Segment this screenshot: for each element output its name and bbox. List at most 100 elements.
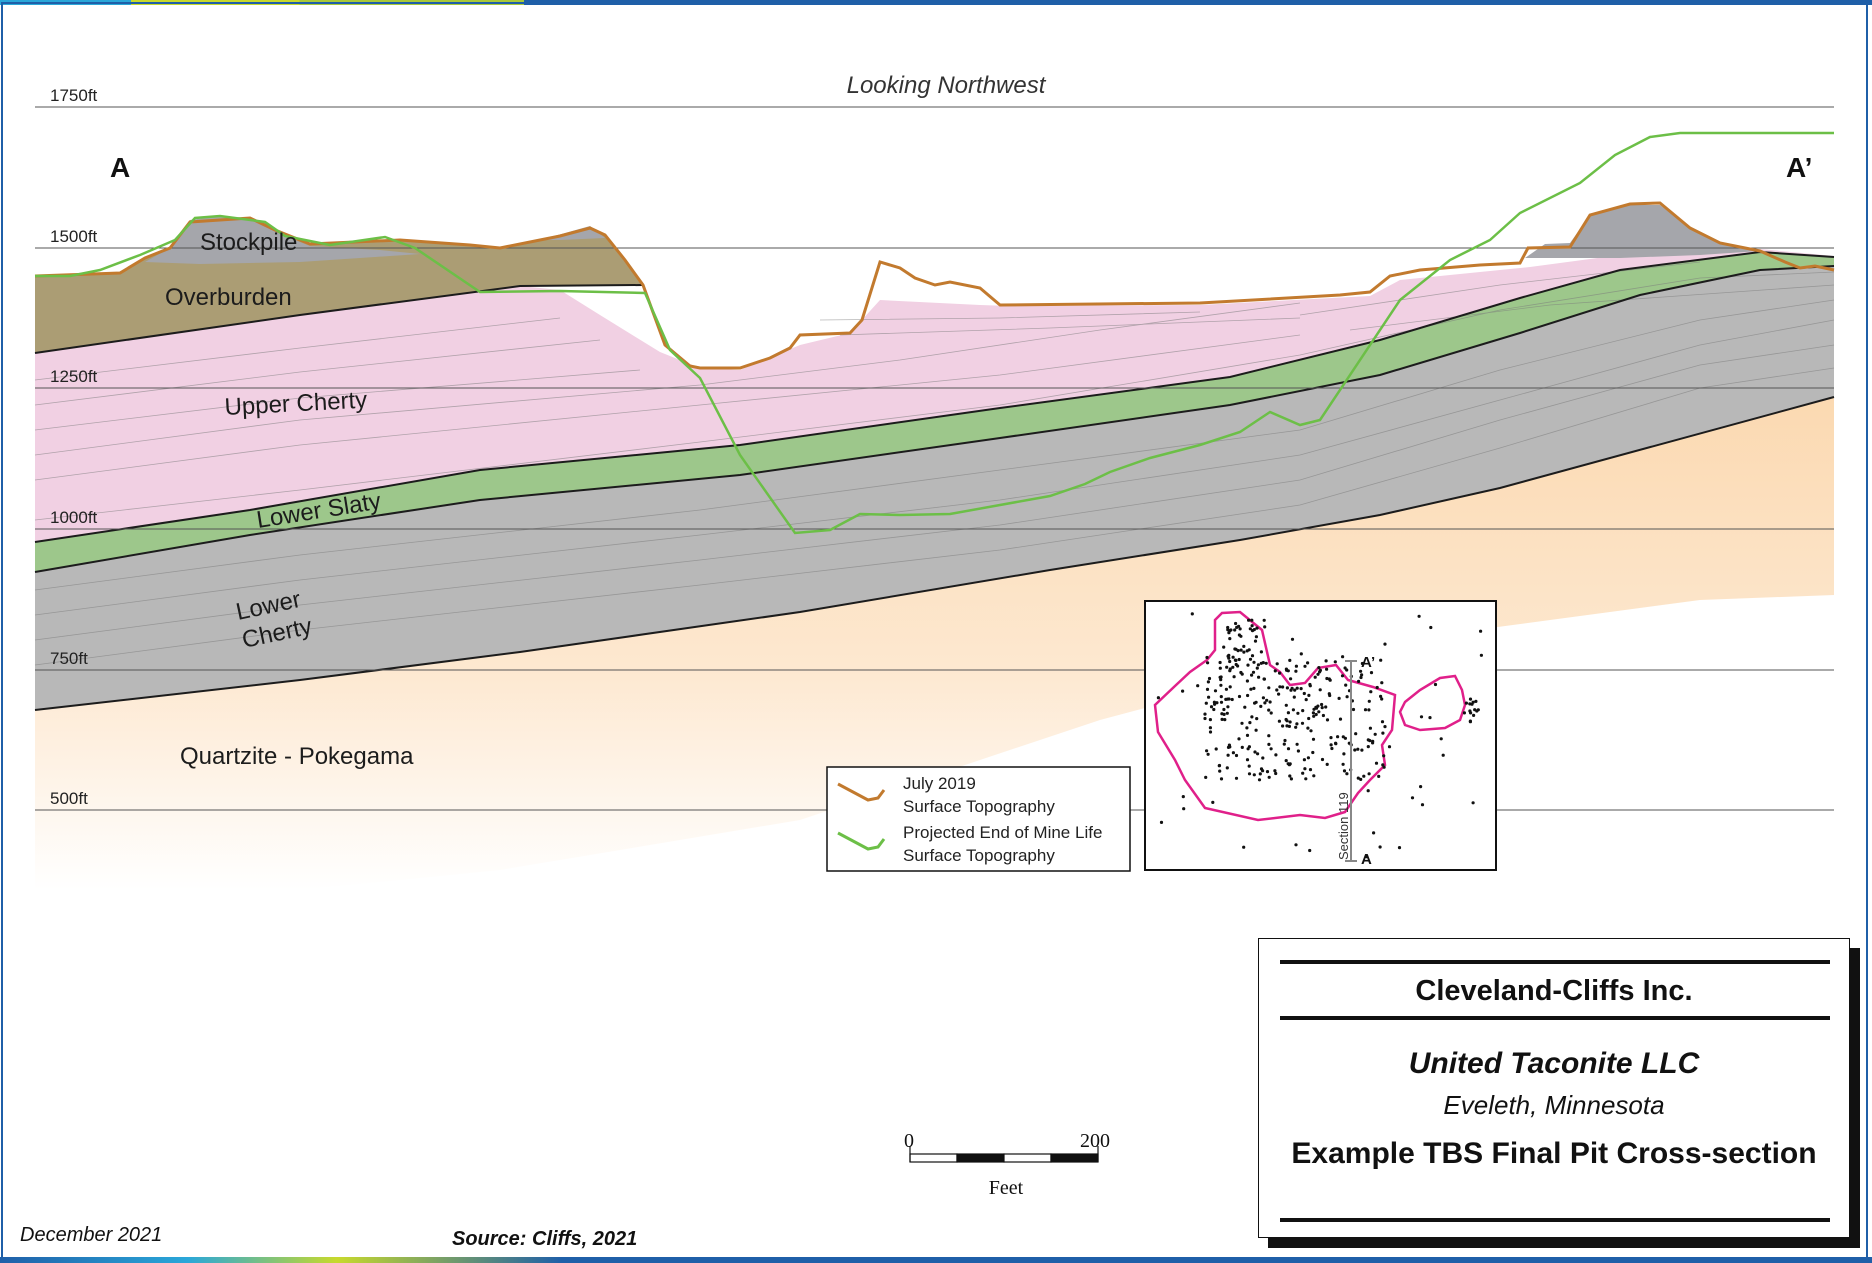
elevation-label-1250: 1250ft: [50, 367, 98, 386]
drillhole-point: [1252, 773, 1256, 777]
drillhole-point: [1340, 674, 1345, 678]
drillhole-point: [1311, 737, 1316, 741]
drillhole-point: [1317, 666, 1321, 670]
contact-lines: [34, 250, 1835, 711]
drillhole-point: [1300, 721, 1305, 725]
drillhole-point: [1269, 747, 1273, 751]
scale-bar-min: 0: [904, 1130, 914, 1152]
drillhole-point: [1372, 831, 1376, 835]
elevation-label-750: 750ft: [50, 649, 88, 668]
drillhole-point: [1237, 657, 1241, 662]
drillhole-point: [1220, 717, 1224, 722]
drillhole-point: [1428, 716, 1432, 720]
drillhole-point: [1247, 764, 1251, 768]
drillhole-point: [1222, 645, 1226, 649]
drillhole-point: [1375, 685, 1379, 690]
drillhole-point: [1245, 679, 1249, 683]
drillhole-point: [1227, 656, 1231, 660]
drillhole-point: [1253, 750, 1257, 754]
unit-label-quartzite-pokegama: Quartzite - Pokegama: [180, 743, 414, 770]
drillhole-point: [1299, 687, 1303, 691]
drillhole-point: [1237, 694, 1242, 699]
drillhole-point: [1362, 774, 1366, 778]
drillhole-point: [1283, 738, 1287, 743]
drillhole-point: [1264, 661, 1268, 665]
drillhole-point: [1333, 660, 1337, 664]
drillhole-point: [1419, 785, 1423, 789]
drillhole-point: [1278, 685, 1282, 689]
drillhole-point: [1265, 698, 1269, 702]
drillhole-point: [1182, 807, 1186, 811]
drillhole-point: [1267, 708, 1271, 712]
drillhole-point: [1295, 742, 1299, 746]
drillhole-point: [1295, 722, 1299, 726]
drillhole-point: [1292, 695, 1296, 699]
drillhole-point: [1382, 765, 1386, 769]
elevation-label-1500: 1500ft: [50, 227, 98, 246]
lower-cherty-layer: [35, 266, 1834, 710]
drillhole-point: [1380, 720, 1385, 724]
drillhole-point: [1230, 697, 1234, 702]
drillhole-point: [1337, 696, 1341, 701]
drillhole-point: [1208, 730, 1213, 734]
drillhole-point: [1286, 711, 1290, 715]
drillhole-point: [1293, 688, 1297, 692]
drillhole-point: [1439, 737, 1443, 741]
drillhole-point: [1234, 776, 1239, 780]
drillhole-point: [1204, 775, 1208, 780]
drillhole-point: [1265, 770, 1270, 774]
drillhole-point: [1328, 678, 1332, 682]
drillhole-point: [1261, 769, 1265, 773]
drillhole-point: [1368, 726, 1372, 730]
view-direction-label: Looking Northwest: [847, 72, 1047, 99]
drillhole-point: [1233, 628, 1237, 632]
drillhole-point: [1359, 675, 1363, 680]
drillhole-point: [1263, 625, 1267, 629]
drillhole-point: [1341, 655, 1345, 659]
drillhole-point: [1247, 772, 1252, 776]
drillhole-point: [1218, 769, 1222, 773]
drillhole-point: [1231, 655, 1235, 659]
footer-date: December 2021: [20, 1224, 163, 1246]
drillhole-point: [1474, 699, 1478, 704]
legend-item-2-line2: Surface Topography: [903, 846, 1055, 865]
drillhole-point: [1312, 714, 1316, 718]
drillhole-point: [1420, 803, 1425, 807]
drillhole-point: [1215, 701, 1219, 705]
drillhole-point: [1206, 661, 1210, 665]
drillhole-point: [1228, 667, 1232, 671]
drillhole-point: [1232, 675, 1236, 679]
drillhole-point: [1353, 748, 1357, 752]
drillhole-point: [1299, 652, 1303, 656]
drillhole-point: [1213, 689, 1218, 693]
drillhole-point: [1378, 845, 1382, 849]
company-name: Cleveland-Cliffs Inc.: [1415, 975, 1693, 1007]
drillhole-point: [1341, 762, 1345, 766]
drillhole-point: [1225, 665, 1229, 669]
drillhole-point: [1252, 686, 1256, 691]
drillhole-point: [1259, 650, 1263, 654]
drillhole-point: [1209, 705, 1214, 709]
bedding-lines: [34, 261, 1835, 666]
drillhole-point: [1381, 731, 1385, 735]
drillhole-point: [1336, 735, 1340, 739]
drillhole-point: [1351, 707, 1356, 712]
drillhole-point: [1238, 627, 1242, 631]
drillhole-point: [1220, 712, 1224, 716]
drillhole-point: [1203, 716, 1207, 721]
drillhole-point: [1363, 708, 1368, 712]
drillhole-point: [1304, 777, 1308, 781]
drillhole-point: [1219, 777, 1224, 781]
inset-label-a: A: [1361, 851, 1372, 868]
drillhole-point: [1253, 639, 1258, 643]
drillhole-point: [1344, 683, 1348, 687]
drillhole-point: [1242, 845, 1246, 849]
drillhole-point: [1282, 742, 1286, 746]
drillhole-point: [1256, 752, 1260, 756]
drillhole-point: [1255, 666, 1259, 670]
drillhole-point: [1217, 764, 1221, 768]
drillhole-point: [1234, 753, 1239, 758]
drillhole-point: [1288, 774, 1292, 778]
drillhole-point: [1254, 700, 1258, 704]
